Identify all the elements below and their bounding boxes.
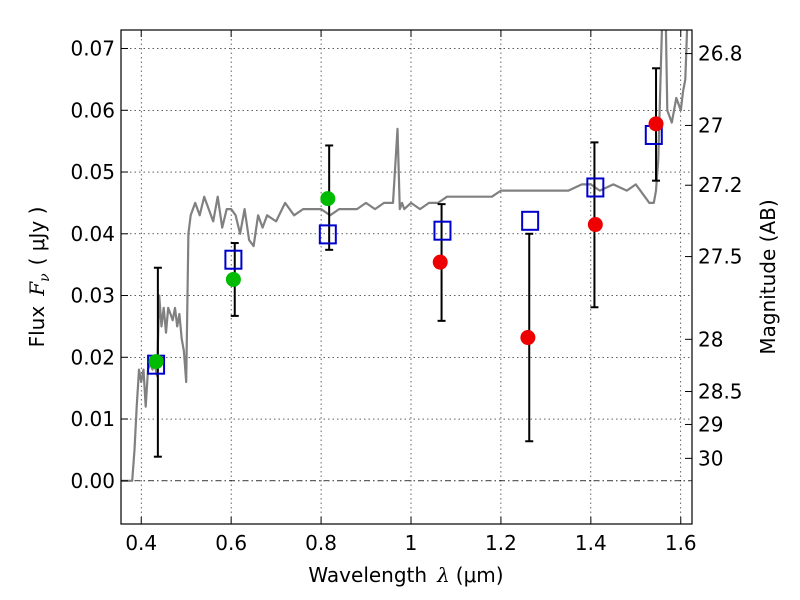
magnitude-tick-label: 28.5 (698, 380, 743, 404)
x-tick-label: 0.8 (305, 531, 337, 555)
blue-square-marker (586, 177, 605, 198)
magnitude-tick-label: 26.8 (698, 42, 743, 66)
blue-square-marker (318, 224, 337, 245)
red-point (587, 217, 603, 233)
x-tick-label: 0.6 (215, 531, 247, 555)
y-axis-ticks: 0.00 0.01 0.02 0.03 0.04 0.05 0.06 0.07 (70, 37, 128, 493)
red-point (648, 116, 664, 132)
green-point-markers (148, 191, 336, 370)
x-axis-label: Wavelength λ (μm) (308, 563, 503, 587)
magnitude-tick-label: 29 (698, 412, 723, 436)
y-tick-label: 0.00 (70, 469, 115, 493)
green-point (320, 191, 336, 207)
y-axis-label: FluxFν( μJy ) (25, 207, 53, 348)
plot-frame (120, 29, 693, 525)
magnitude-tick-label: 28 (698, 327, 723, 351)
magnitude-tick-label: 30 (698, 446, 723, 470)
x-tick-label: 1.6 (665, 531, 697, 555)
y-tick-label: 0.07 (70, 37, 115, 61)
blue-square-marker (433, 220, 452, 241)
x-axis-ticks: 0.4 0.6 0.8 1 1.2 1.4 1.6 (125, 30, 697, 555)
y-tick-label: 0.02 (70, 345, 115, 369)
y-tick-label: 0.06 (70, 98, 115, 122)
y-tick-label: 0.04 (70, 222, 115, 246)
x-tick-label: 1 (405, 531, 418, 555)
red-point (520, 330, 536, 346)
y-tick-label: 0.03 (70, 284, 115, 308)
model-spectrum-line (121, 30, 689, 482)
red-point (432, 254, 448, 270)
blue-square-marker (521, 210, 540, 231)
magnitude-axis-label: Magnitude (AB) (756, 199, 780, 354)
green-point (225, 271, 241, 287)
magnitude-tick-label: 27.5 (698, 245, 743, 269)
magnitude-tick-label: 27 (698, 113, 723, 137)
magnitude-axis-ticks: 26.8 27 27.2 27.5 28 28.5 29 30 (685, 42, 743, 470)
x-tick-label: 0.4 (125, 531, 157, 555)
blue-square-marker (224, 249, 243, 270)
red-point-markers (432, 116, 664, 346)
x-tick-label: 1.4 (575, 531, 607, 555)
magnitude-tick-label: 27.2 (698, 173, 743, 197)
x-tick-label: 1.2 (485, 531, 517, 555)
y-tick-label: 0.05 (70, 160, 115, 184)
green-point (148, 354, 164, 370)
y-tick-label: 0.01 (70, 407, 115, 431)
